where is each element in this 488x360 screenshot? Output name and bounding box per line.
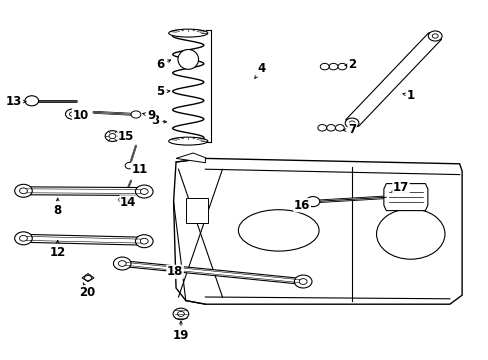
Text: 14: 14 xyxy=(120,196,136,209)
Circle shape xyxy=(299,279,306,284)
Text: 20: 20 xyxy=(79,283,95,299)
Text: 5: 5 xyxy=(156,85,169,98)
Polygon shape xyxy=(345,33,441,126)
Text: 15: 15 xyxy=(117,130,134,143)
Circle shape xyxy=(348,121,354,125)
Circle shape xyxy=(135,235,153,248)
Text: 13: 13 xyxy=(5,95,26,108)
Circle shape xyxy=(328,63,337,70)
Text: 4: 4 xyxy=(254,62,265,78)
Circle shape xyxy=(427,31,441,41)
Circle shape xyxy=(119,197,127,203)
Circle shape xyxy=(326,125,335,131)
Circle shape xyxy=(84,275,91,280)
Circle shape xyxy=(20,235,27,241)
Circle shape xyxy=(118,261,126,266)
Circle shape xyxy=(135,185,153,198)
Circle shape xyxy=(345,118,358,128)
Circle shape xyxy=(25,96,39,106)
Text: 3: 3 xyxy=(151,114,166,127)
Ellipse shape xyxy=(238,210,319,251)
Polygon shape xyxy=(122,261,303,284)
Polygon shape xyxy=(23,187,144,195)
Text: 8: 8 xyxy=(54,198,61,217)
Text: 11: 11 xyxy=(131,163,147,176)
Circle shape xyxy=(131,111,141,118)
Circle shape xyxy=(15,232,32,245)
Text: 2: 2 xyxy=(344,58,355,71)
Circle shape xyxy=(109,134,116,139)
Circle shape xyxy=(335,125,344,131)
Circle shape xyxy=(69,112,75,116)
Circle shape xyxy=(140,238,148,244)
Circle shape xyxy=(177,311,184,316)
Polygon shape xyxy=(185,198,207,223)
Ellipse shape xyxy=(168,29,207,37)
Polygon shape xyxy=(23,234,144,245)
Circle shape xyxy=(20,188,27,194)
Text: 6: 6 xyxy=(156,58,170,71)
Ellipse shape xyxy=(178,50,198,69)
Ellipse shape xyxy=(168,137,207,145)
Circle shape xyxy=(431,34,437,38)
Circle shape xyxy=(105,131,120,141)
Text: 7: 7 xyxy=(343,123,355,136)
Text: 10: 10 xyxy=(72,109,89,122)
Circle shape xyxy=(65,109,79,119)
Circle shape xyxy=(317,125,326,131)
Circle shape xyxy=(15,184,32,197)
Circle shape xyxy=(376,209,444,259)
Polygon shape xyxy=(173,158,461,304)
Polygon shape xyxy=(176,153,205,163)
Text: 12: 12 xyxy=(49,240,66,258)
Polygon shape xyxy=(383,184,427,211)
Circle shape xyxy=(305,197,319,207)
Circle shape xyxy=(125,162,134,169)
Text: 9: 9 xyxy=(142,109,155,122)
Circle shape xyxy=(320,63,328,70)
Text: 18: 18 xyxy=(166,265,183,278)
Circle shape xyxy=(173,308,188,320)
Text: 19: 19 xyxy=(172,321,189,342)
Circle shape xyxy=(113,257,131,270)
Polygon shape xyxy=(82,274,94,282)
Circle shape xyxy=(140,189,148,194)
Text: 17: 17 xyxy=(391,181,408,194)
Circle shape xyxy=(294,275,311,288)
Circle shape xyxy=(337,63,346,70)
Text: 16: 16 xyxy=(293,199,310,212)
Text: 1: 1 xyxy=(402,89,414,102)
